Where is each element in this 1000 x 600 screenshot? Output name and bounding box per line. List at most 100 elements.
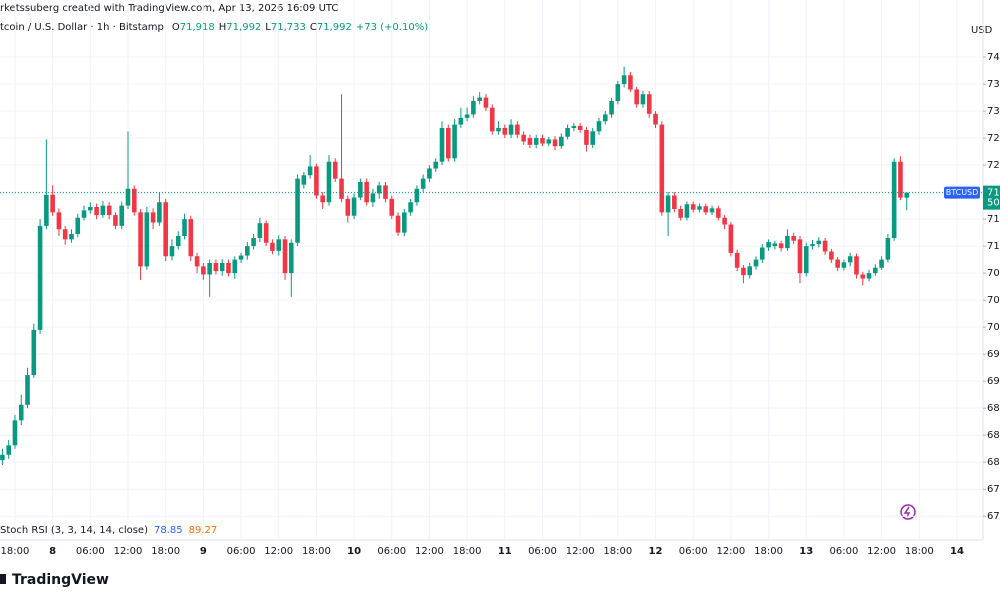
candle-body (546, 139, 552, 144)
candle-body (577, 125, 583, 130)
candle-body (521, 134, 526, 142)
x-tick-label: 12:00 (867, 546, 896, 557)
candle-body (288, 242, 294, 274)
candle-body (822, 240, 828, 252)
logo: TradingView (0, 572, 109, 588)
candle-body (471, 100, 476, 115)
candle-body (44, 194, 49, 226)
symbol-tag: BTCUSD (946, 188, 979, 197)
x-tick-label: 14 (950, 546, 964, 557)
candle-body (25, 375, 30, 405)
candle-body (741, 267, 746, 276)
y-tick-label: 73,600 (987, 79, 1000, 90)
candle-body (251, 238, 256, 247)
candle-body (56, 212, 62, 230)
candle-body (18, 404, 24, 421)
candle-body (791, 235, 796, 241)
candle-body (433, 161, 439, 169)
candle-body (88, 206, 93, 211)
candle-body (6, 445, 11, 455)
symbol: tcoin / U.S. Dollar · 1h · Bitstamp (0, 22, 164, 33)
change: +73 (+0.10%) (356, 22, 428, 33)
x-tick-label: 06:00 (830, 546, 859, 557)
candle-body (684, 204, 690, 218)
candle-body (898, 161, 903, 198)
y-tick-label: 69,200 (987, 376, 1000, 387)
candle-body (383, 185, 388, 199)
candle-body (144, 212, 150, 267)
y-tick-label: 70,000 (987, 322, 1000, 333)
candle-body (75, 217, 81, 234)
indicator-value: 89.27 (189, 525, 218, 536)
candle-body (276, 239, 282, 251)
candle-body (226, 263, 231, 274)
candle-body (238, 255, 244, 260)
candle-body (734, 252, 740, 268)
candle-body (364, 181, 369, 203)
candle-body (194, 256, 200, 267)
candle-body (282, 239, 288, 274)
x-tick-label: 9 (200, 546, 207, 557)
indicator-name: Stoch RSI (3, 3, 14, 14, close) (0, 525, 148, 536)
candle-body (345, 198, 351, 216)
candle-body (445, 127, 451, 159)
candle-body (452, 124, 457, 159)
x-tick-label: 18:00 (603, 546, 632, 557)
ohlc-key: O (172, 22, 180, 33)
candle-body (389, 198, 395, 216)
candle-body (640, 94, 646, 105)
candle-body (596, 121, 602, 132)
candle-body (678, 208, 683, 218)
candle-body (402, 212, 407, 233)
logo-icon (0, 574, 6, 584)
candle-body (646, 94, 652, 114)
candle-body (138, 212, 143, 267)
symbol-legend: tcoin / U.S. Dollar · 1h · Bitstamp O 71,9… (0, 22, 428, 33)
candle-body (414, 188, 420, 203)
watermark: rketssuberg created with TradingView.com… (0, 3, 338, 14)
candle-body (816, 240, 822, 245)
candle-body (420, 178, 426, 189)
candle-body (885, 238, 891, 260)
x-tick-label: 06:00 (76, 546, 105, 557)
candle-body (891, 161, 897, 239)
candle-body (722, 217, 727, 225)
candle-body (879, 259, 884, 268)
candle-body (728, 224, 734, 253)
candle-body (590, 131, 596, 145)
last-price-label: 71,992 (987, 188, 1000, 199)
ohlc-value: 71,992 (226, 22, 261, 33)
x-tick-label: 18:00 (453, 546, 482, 557)
x-tick-label: 06:00 (227, 546, 256, 557)
candle-body (358, 181, 363, 198)
ohlc-value: 71,733 (271, 22, 306, 33)
y-tick-label: 74,000 (987, 52, 1000, 63)
candle-body (841, 262, 847, 268)
candle-body (339, 178, 344, 199)
candle-body (427, 168, 432, 179)
candle-body (464, 114, 470, 118)
ohlc-key: L (265, 22, 271, 33)
brand: TradingView (12, 572, 109, 588)
candle-body (395, 215, 401, 233)
candle-body (803, 246, 809, 274)
y-tick-label: 67,600 (987, 484, 1000, 495)
candle-body (571, 125, 577, 128)
candle-body (62, 229, 68, 240)
candle-body (621, 75, 627, 85)
candle-body (169, 246, 175, 257)
y-tick-label: 68,800 (987, 403, 1000, 414)
candle-body (125, 188, 131, 206)
y-tick-label: 72,800 (987, 133, 1000, 144)
candle-body (709, 208, 715, 213)
candle-body (245, 246, 250, 256)
x-tick-label: 12:00 (415, 546, 444, 557)
candle-body (50, 194, 55, 213)
y-tick-label: 70,400 (987, 295, 1000, 306)
candle-body (502, 127, 508, 135)
candle-body (131, 188, 137, 213)
y-tick-label: 71,200 (987, 241, 1000, 252)
candle-body (628, 75, 633, 90)
x-tick-label: 18:00 (754, 546, 783, 557)
